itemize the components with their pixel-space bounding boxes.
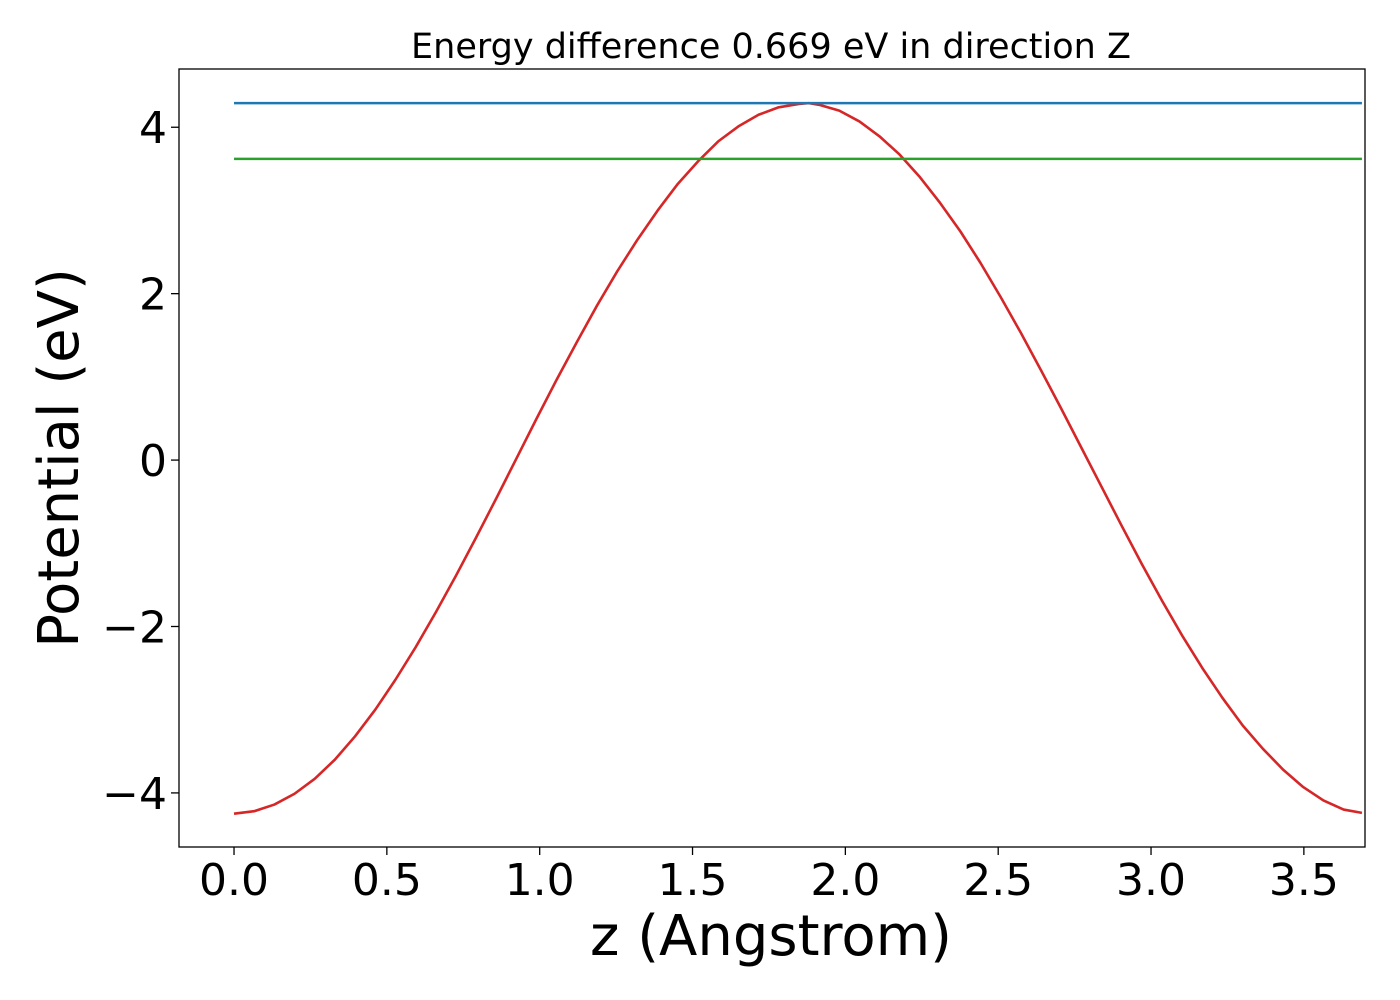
x-tick-label: 2.5	[963, 855, 1033, 906]
chart-title: Energy difference 0.669 eV in direction …	[411, 27, 1131, 67]
y-axis-ticks: −4 −2 0 2 4	[102, 103, 179, 820]
y-tick-label: −4	[102, 769, 167, 820]
x-axis-ticks: 0.0 0.5 1.0 1.5 2.0 2.5 3.0 3.5	[199, 847, 1339, 906]
x-tick-label: 1.0	[505, 855, 575, 906]
x-tick-label: 1.5	[658, 855, 728, 906]
x-tick-label: 0.0	[199, 855, 269, 906]
y-tick-label: 4	[139, 103, 167, 154]
y-axis-label: Potential (eV)	[27, 268, 92, 648]
plot-frame	[178, 68, 1366, 848]
y-tick-label: 0	[139, 436, 167, 487]
x-tick-label: 2.0	[810, 855, 880, 906]
x-tick-label: 3.0	[1116, 855, 1186, 906]
series-layer	[233, 101, 1363, 816]
series-line-0	[233, 101, 1363, 816]
x-tick-label: 0.5	[352, 855, 422, 906]
y-tick-label: 2	[139, 270, 167, 321]
x-tick-label: 3.5	[1269, 855, 1339, 906]
y-tick-label: −2	[102, 602, 167, 653]
x-axis-label: z (Angstrom)	[590, 904, 952, 969]
